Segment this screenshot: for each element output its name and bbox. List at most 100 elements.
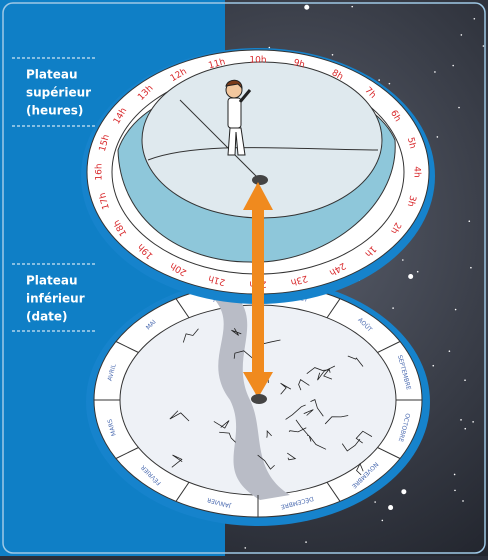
- constellation: [323, 368, 333, 380]
- arrow: [243, 182, 273, 404]
- constellation: [171, 454, 183, 468]
- constellation: [169, 410, 190, 422]
- label: Plateau: [26, 68, 78, 82]
- constellation: [355, 430, 373, 444]
- star: [388, 82, 391, 85]
- star: [374, 501, 376, 503]
- constellation: [287, 452, 297, 461]
- constellation: [213, 420, 230, 429]
- hour-label: 16h: [95, 163, 105, 180]
- constellation: [341, 438, 361, 452]
- arrow-head: [243, 372, 273, 398]
- label: supérieur: [26, 86, 91, 100]
- legs: [227, 127, 246, 156]
- star: [454, 489, 456, 492]
- star: [434, 71, 436, 73]
- arrow-shaft: [252, 205, 264, 375]
- pivot: [252, 175, 268, 185]
- hour-label: 21h: [207, 273, 226, 287]
- hour-label: 17h: [98, 191, 112, 210]
- star: [468, 220, 471, 223]
- star: [460, 419, 462, 421]
- month-tick: [326, 298, 341, 319]
- star: [408, 274, 414, 280]
- body: [227, 97, 242, 129]
- hour-label: 11h: [207, 57, 226, 71]
- arm: [238, 89, 252, 103]
- constellation: [306, 367, 330, 374]
- upper-plate: 10h11h12h13h14h15h16h17h18h19h20h21h22h2…: [81, 48, 435, 304]
- hour-label: 15h: [98, 134, 112, 153]
- constellation: [303, 409, 314, 416]
- constellation: [295, 419, 310, 437]
- constellation: [257, 454, 275, 470]
- star: [378, 79, 380, 81]
- lines: [147, 99, 379, 179]
- hour-label: 3h: [405, 194, 418, 208]
- star: [464, 427, 467, 430]
- month-label: MARS: [106, 418, 117, 437]
- month-tick: [115, 447, 139, 459]
- star: [462, 500, 464, 502]
- label: Plateau: [26, 274, 78, 288]
- month-tick: [326, 481, 341, 502]
- constellation: [298, 379, 310, 391]
- constellation: [324, 415, 349, 425]
- star: [472, 421, 474, 423]
- star: [453, 473, 456, 476]
- star: [432, 364, 435, 367]
- star: [392, 307, 394, 309]
- star: [460, 34, 463, 36]
- hour-label: 4h: [412, 166, 422, 177]
- constellation: [310, 399, 324, 417]
- left-labels: [12, 57, 96, 332]
- star: [331, 53, 334, 56]
- constellation: [231, 328, 242, 336]
- month-tick: [175, 298, 190, 319]
- star: [482, 45, 485, 47]
- star: [416, 270, 419, 273]
- frame: [2, 2, 486, 554]
- star: [305, 541, 307, 543]
- hour-label: 10h: [249, 56, 266, 66]
- star: [464, 379, 466, 382]
- constellation: [233, 350, 254, 360]
- star: [388, 505, 394, 511]
- constellation: [285, 404, 306, 420]
- figure: [225, 79, 252, 156]
- month-tick: [377, 341, 401, 353]
- arrow-head: [243, 182, 273, 210]
- hour-label: 23h: [289, 273, 308, 287]
- month-tick: [175, 481, 190, 502]
- star: [436, 136, 439, 138]
- constellation: [219, 431, 236, 443]
- pivot: [251, 394, 267, 404]
- hair: [225, 79, 243, 90]
- star: [452, 64, 454, 67]
- star: [244, 547, 247, 549]
- star: [402, 259, 404, 261]
- label: (date): [26, 310, 68, 324]
- month-tick: [377, 447, 401, 459]
- star: [448, 350, 451, 352]
- star: [401, 489, 407, 495]
- star: [304, 4, 310, 10]
- star: [351, 5, 354, 8]
- star: [470, 266, 472, 269]
- star: [381, 519, 384, 522]
- constellation: [288, 427, 307, 433]
- star: [268, 46, 271, 49]
- month-tick: [115, 341, 139, 353]
- constellation: [356, 462, 364, 476]
- star: [454, 308, 457, 311]
- constellation: [308, 435, 327, 450]
- milky-way: [215, 300, 290, 500]
- hour-label: 5h: [405, 136, 418, 150]
- hour-label: 2h: [388, 220, 402, 235]
- star: [473, 17, 476, 20]
- label: inférieur: [26, 292, 85, 306]
- hour-label: 6h: [388, 109, 402, 124]
- constellation: [266, 429, 272, 438]
- constellation: [347, 355, 364, 367]
